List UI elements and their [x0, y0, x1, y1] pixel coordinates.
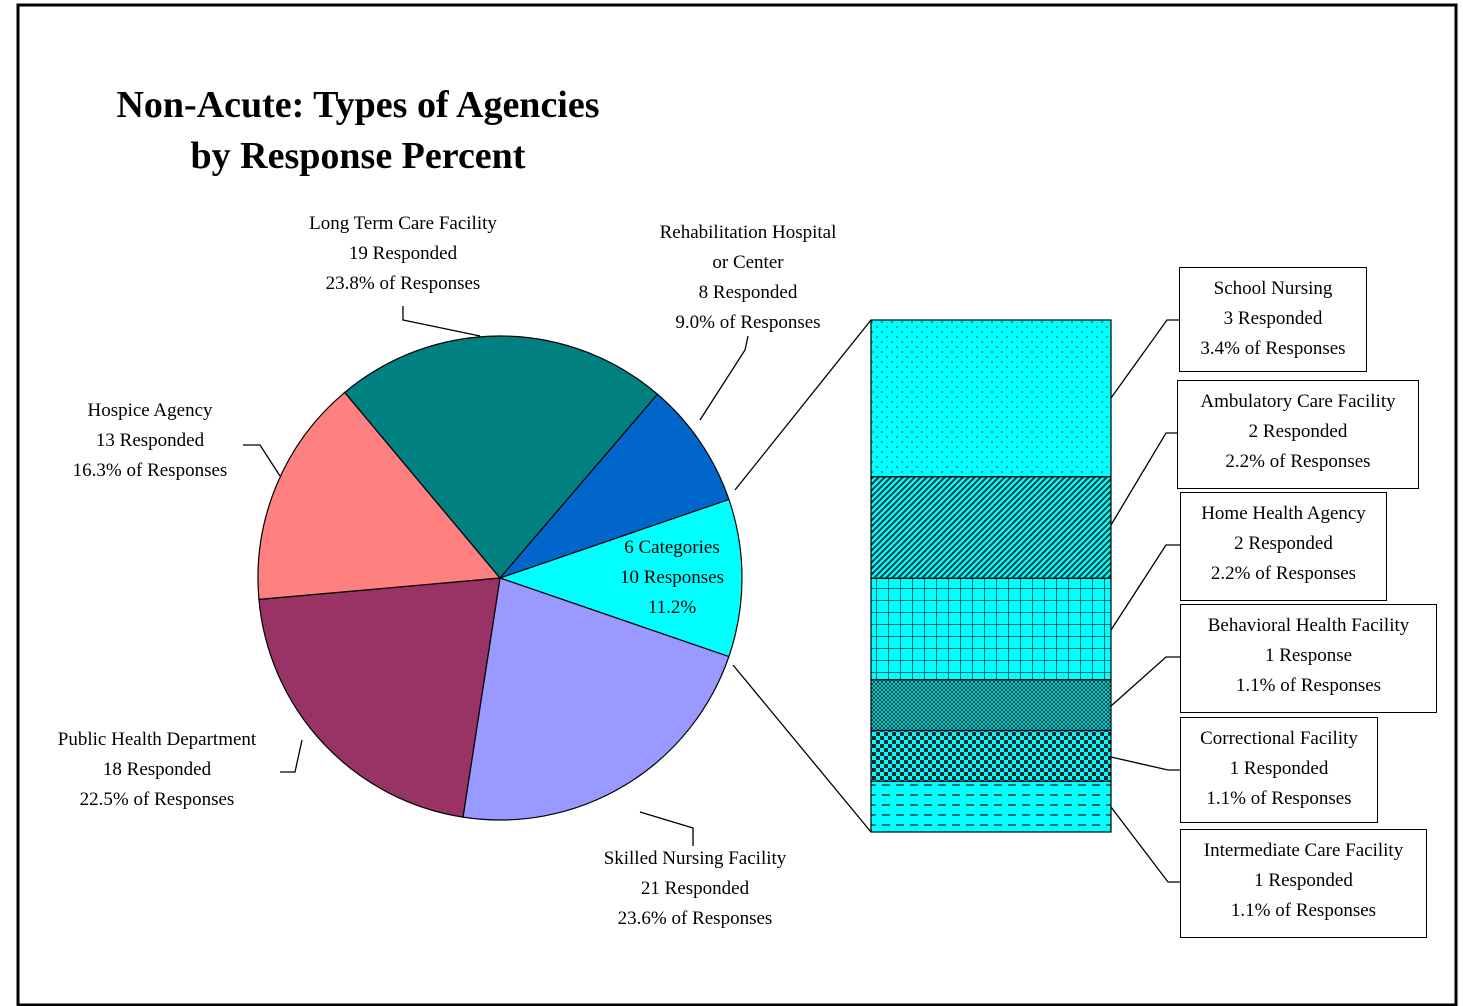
breakout-label: School Nursing 3 Responded 3.4% of Respons… [1179, 267, 1367, 372]
slice-value-label: 23.6% of Responses [617, 908, 773, 929]
pie [257, 335, 743, 821]
bar-segment-pattern [870, 729, 1112, 782]
pie-slice [498, 393, 730, 580]
breakout-label: Correctional Facility 1 Responded 1.1% of … [1180, 717, 1378, 823]
bar-segment [870, 319, 1112, 478]
bar-segment-pattern [870, 319, 1112, 478]
slice-name: 6 Categories [624, 537, 720, 558]
breakout-name: Correctional Facility [1200, 728, 1358, 749]
breakout-value-label: 2.2% of Responses [1210, 563, 1357, 584]
breakout-name: Ambulatory Care Facility [1200, 391, 1396, 412]
slice-count: 13 Responded [95, 430, 205, 451]
pie-slice [498, 498, 743, 658]
slice-count: 19 Responded [348, 243, 458, 264]
slice-name: Rehabilitation Hospital or Center [659, 222, 837, 273]
breakout-label: Behavioral Health Facility 1 Response 1.1%… [1180, 604, 1437, 713]
slice-label: Rehabilitation Hospital or Center 8 Respo… [658, 218, 838, 338]
bar-segment [870, 729, 1112, 782]
breakout-count: 2 Responded [1234, 533, 1333, 554]
leader-lines [243, 306, 1180, 883]
breakout-count: 1 Responded [1229, 758, 1329, 779]
bar-segment [870, 679, 1112, 732]
slice-name: Public Health Department [57, 729, 257, 750]
breakout-count: 1 Responded [1254, 870, 1353, 891]
slice-label: Public Health Department 18 Responded 22.5… [17, 725, 297, 815]
breakout-value-label: 3.4% of Responses [1200, 338, 1346, 359]
slice-label: Skilled Nursing Facility 21 Responded 23.6… [565, 844, 825, 934]
slice-name: Hospice Agency [87, 400, 213, 421]
bar-segment [870, 476, 1112, 579]
breakout-name: School Nursing [1213, 278, 1333, 299]
breakout-value-label: 1.1% of Responses [1230, 900, 1377, 921]
slice-name: Skilled Nursing Facility [603, 848, 787, 869]
slice-count: 10 Responses [620, 567, 724, 588]
bar-segment-pattern [870, 577, 1112, 681]
slice-count: 21 Responded [640, 878, 750, 899]
slice-value-label: 23.8% of Responses [325, 273, 481, 294]
pie-slice [257, 391, 502, 601]
slice-value-label: 22.5% of Responses [79, 789, 235, 810]
slice-name: Long Term Care Facility [309, 213, 497, 234]
slice-count: 18 Responded [102, 759, 212, 780]
frame [16, 3, 1458, 1006]
breakout-label: Intermediate Care Facility 1 Responded 1.1… [1180, 829, 1427, 938]
title-line: Non-Acute: Types of Agencies [116, 84, 600, 126]
title-line: by Response Percent [190, 135, 526, 177]
breakout-value-label: 2.2% of Responses [1225, 451, 1371, 472]
bar-segment [870, 780, 1112, 833]
breakout-label: Ambulatory Care Facility 2 Responded 2.2% … [1177, 380, 1419, 489]
slice-label: Hospice Agency 13 Responded 16.3% of Respo… [40, 396, 260, 486]
bar-segment-pattern [870, 780, 1112, 833]
pie-slice [258, 577, 501, 818]
slice-value-label: 16.3% of Responses [72, 460, 228, 481]
bar-segment [870, 577, 1112, 681]
breakout-count: 1 Response [1264, 645, 1353, 666]
slice-label: 6 Categories 10 Responses 11.2% [592, 533, 752, 623]
breakout-count: 2 Responded [1248, 421, 1348, 442]
slice-value-label: 11.2% [647, 597, 697, 618]
chart-title: Non-Acute: Types of Agencies by Response… [58, 80, 658, 182]
breakout-count: 3 Responded [1223, 308, 1323, 329]
bar-segment-pattern [870, 679, 1112, 732]
breakout-name: Home Health Agency [1201, 503, 1366, 524]
bar-segment-pattern [870, 476, 1112, 579]
pie-slice [462, 577, 730, 821]
breakout-value-label: 1.1% of Responses [1206, 788, 1352, 809]
slice-value-label: 9.0% of Responses [675, 312, 821, 333]
breakout-label: Home Health Agency 2 Responded 2.2% of Res… [1180, 492, 1387, 601]
breakout-value-label: 1.1% of Responses [1235, 675, 1382, 696]
slice-count: 8 Responded [698, 282, 798, 303]
pie-slice [343, 335, 659, 579]
slice-label: Long Term Care Facility 19 Responded 23.8%… [273, 209, 533, 299]
breakout-name: Intermediate Care Facility [1203, 840, 1404, 861]
breakout-name: Behavioral Health Facility [1207, 615, 1410, 636]
